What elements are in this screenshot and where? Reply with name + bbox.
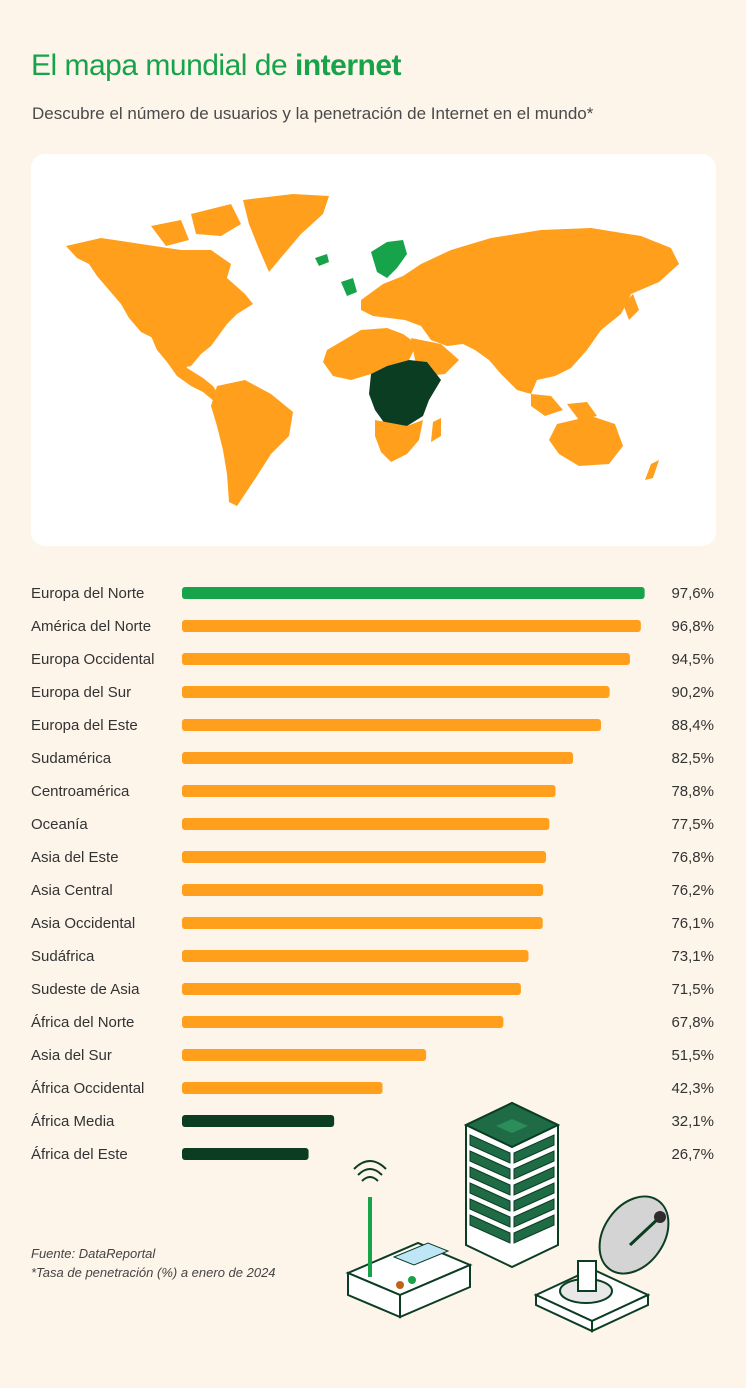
category-label: Centroamérica [31,783,130,800]
footnote-text: *Tasa de penetración (%) a enero de 2024 [31,1265,276,1280]
page-subtitle: Descubre el número de usuarios y la pene… [32,104,594,123]
source-text: Fuente: DataReportal [31,1246,156,1261]
category-label: Sudamérica [31,750,112,767]
bar [182,1016,504,1028]
world-map [66,194,679,506]
category-label: Europa del Norte [31,585,144,602]
bar [182,719,602,731]
bar [182,884,544,896]
source-note: Fuente: DataReportal *Tasa de penetració… [31,1244,276,1282]
value-label: 90,2% [671,684,714,701]
bar [182,1082,383,1094]
bar [182,917,543,929]
value-label: 32,1% [671,1113,714,1130]
bar [182,785,556,797]
bar [182,620,641,632]
map-region-oceania [549,416,659,480]
category-label: Oceanía [31,816,88,833]
title-bold: internet [295,49,402,82]
category-label: Asia del Este [31,849,119,866]
map-region-africa-north-west [323,328,417,380]
map-region-europe-north [315,240,407,296]
world-map-card [31,154,716,546]
value-label: 94,5% [671,651,714,668]
value-label: 76,8% [671,849,714,866]
category-label: África Occidental [31,1080,144,1097]
category-label: África del Este [31,1146,128,1163]
category-label: Asia Central [31,882,113,899]
server-rack-icon [463,1101,561,1269]
bar [182,818,550,830]
category-label: Asia del Sur [31,1047,112,1064]
map-region-africa-middle-east [369,360,441,426]
bar [182,653,630,665]
bar [182,1115,335,1127]
map-region-americas [66,194,329,506]
router-icon [345,1160,473,1319]
category-label: África Media [31,1113,115,1130]
value-label: 67,8% [671,1014,714,1031]
title-prefix: El mapa mundial de [31,49,295,82]
bar [182,686,610,698]
map-region-eurasia [361,228,679,420]
value-label: 78,8% [671,783,714,800]
value-label: 88,4% [671,717,714,734]
value-label: 76,1% [671,915,714,932]
penetration-bar-chart: Europa del Norte 97,6% América del Norte 96… [0,570,746,1180]
value-label: 76,2% [671,882,714,899]
network-illustration [345,1101,670,1333]
bar [182,983,521,995]
value-label: 26,7% [671,1146,714,1163]
value-label: 82,5% [671,750,714,767]
satellite-dish-icon [533,1195,670,1333]
category-label: Europa del Este [31,717,138,734]
value-label: 97,6% [671,585,714,602]
map-region-africa-south [375,418,441,462]
category-label: América del Norte [31,618,151,635]
bar [182,851,547,863]
category-label: Asia Occidental [31,915,135,932]
page-title: El mapa mundial de internet [31,46,402,86]
value-label: 71,5% [671,981,714,998]
bar [182,1148,309,1160]
category-label: Europa Occidental [31,651,154,668]
value-label: 51,5% [671,1047,714,1064]
value-label: 73,1% [671,948,714,965]
bar [182,587,645,599]
bar [182,1049,427,1061]
bar [182,752,574,764]
value-label: 77,5% [671,816,714,833]
value-label: 42,3% [671,1080,714,1097]
category-label: África del Norte [31,1014,134,1031]
bar-chart-svg: Europa del Norte 97,6% América del Norte 96… [31,585,714,1163]
category-label: Sudáfrica [31,948,95,965]
bar [182,950,529,962]
value-label: 96,8% [671,618,714,635]
category-label: Sudeste de Asia [31,981,140,998]
category-label: Europa del Sur [31,684,131,701]
